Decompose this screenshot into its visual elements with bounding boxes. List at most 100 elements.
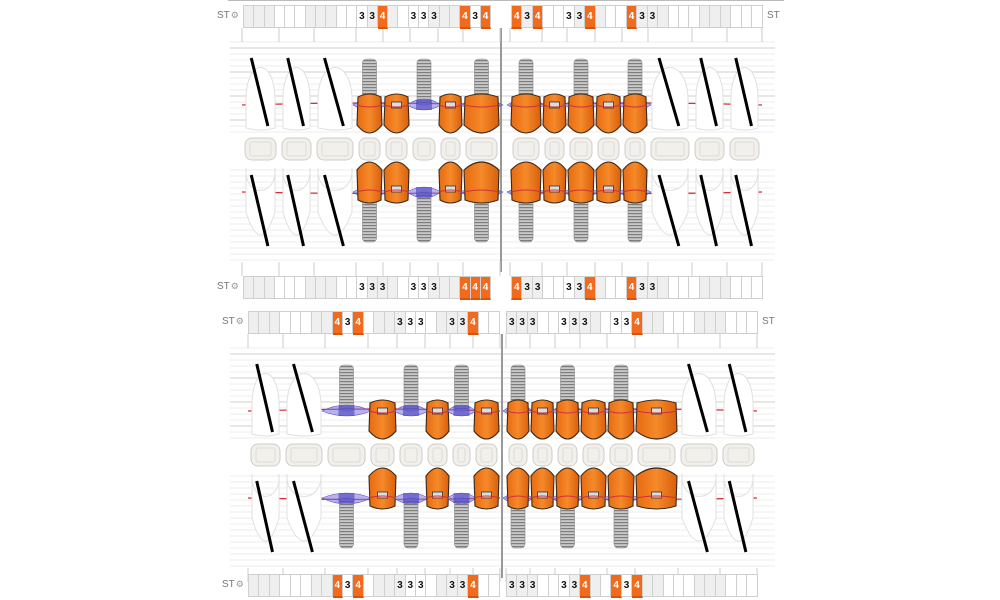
probing-depth-cell[interactable] xyxy=(710,5,721,28)
probing-depth-cell[interactable] xyxy=(747,574,758,597)
probing-depth-cell[interactable]: 3 xyxy=(527,311,539,334)
probing-depth-cell[interactable] xyxy=(449,5,461,28)
probing-depth-cell[interactable]: 4 xyxy=(332,574,343,598)
probing-depth-cell[interactable] xyxy=(311,574,323,597)
probing-depth-cell[interactable] xyxy=(705,574,716,597)
probing-depth-cell[interactable] xyxy=(280,574,291,597)
probing-depth-cell[interactable] xyxy=(590,574,601,597)
probing-depth-cell[interactable]: 3 xyxy=(647,276,659,299)
probing-depth-cell[interactable] xyxy=(436,311,448,334)
gear-icon[interactable]: ⚙ xyxy=(230,281,239,291)
probing-depth-cell[interactable]: 4 xyxy=(332,311,343,335)
probing-depth-cell[interactable] xyxy=(439,5,450,28)
probing-depth-cell[interactable]: 4 xyxy=(532,5,544,29)
probing-depth-cell[interactable] xyxy=(726,311,737,334)
probing-depth-cell[interactable] xyxy=(326,276,337,299)
probing-depth-cell[interactable] xyxy=(679,276,690,299)
probing-depth-cell[interactable] xyxy=(668,276,679,299)
probing-depth-cell[interactable]: 3 xyxy=(522,5,533,28)
probing-depth-cell[interactable] xyxy=(489,574,500,597)
probing-depth-cell[interactable]: 3 xyxy=(621,311,633,334)
probing-depth-cell[interactable] xyxy=(254,5,265,28)
probing-depth-cell[interactable] xyxy=(295,5,306,28)
probing-depth-cell[interactable] xyxy=(543,5,554,28)
probing-depth-cell[interactable] xyxy=(259,574,270,597)
probing-depth-cell[interactable] xyxy=(752,276,763,299)
probing-depth-cell[interactable] xyxy=(346,276,358,299)
probing-depth-cell[interactable] xyxy=(752,5,763,28)
probing-depth-cell[interactable] xyxy=(553,5,565,28)
probing-depth-cell[interactable]: 4 xyxy=(511,276,523,300)
probing-depth-cell[interactable]: 3 xyxy=(416,311,427,334)
probing-depth-cell[interactable]: 3 xyxy=(395,574,406,597)
probing-depth-cell[interactable] xyxy=(674,574,685,597)
probing-depth-cell[interactable]: 3 xyxy=(569,574,581,597)
probing-depth-cell[interactable]: 3 xyxy=(416,574,427,597)
probing-depth-cell[interactable]: 3 xyxy=(506,574,518,597)
probing-depth-cell[interactable]: 3 xyxy=(647,5,659,28)
probing-depth-cell[interactable] xyxy=(548,574,560,597)
probing-depth-cell[interactable] xyxy=(305,5,317,28)
probing-depth-cell[interactable]: 3 xyxy=(517,574,528,597)
probing-depth-cell[interactable]: 3 xyxy=(377,276,389,299)
probing-depth-cell[interactable]: 4 xyxy=(353,311,364,335)
probing-depth-cell[interactable]: 3 xyxy=(621,574,633,597)
probing-depth-cell[interactable]: 3 xyxy=(405,311,416,334)
probing-depth-cell[interactable]: 3 xyxy=(408,276,420,299)
probing-depth-cell[interactable]: 3 xyxy=(408,5,420,28)
probing-depth-cell[interactable]: 4 xyxy=(626,276,638,300)
probing-depth-cell[interactable] xyxy=(426,311,437,334)
probing-depth-cell[interactable]: 4 xyxy=(632,574,643,598)
probing-depth-cell[interactable] xyxy=(336,276,347,299)
probing-depth-cell[interactable]: 3 xyxy=(637,276,648,299)
probing-depth-cell[interactable] xyxy=(538,574,549,597)
probing-depth-cell[interactable]: 3 xyxy=(457,311,469,334)
probing-depth-cell[interactable]: 3 xyxy=(569,311,581,334)
probing-depth-cell[interactable] xyxy=(301,311,312,334)
probing-depth-cell[interactable] xyxy=(653,574,664,597)
probing-depth-cell[interactable] xyxy=(689,5,700,28)
probing-depth-cell[interactable] xyxy=(538,311,549,334)
probing-depth-cell[interactable]: 3 xyxy=(506,311,518,334)
probing-depth-cell[interactable] xyxy=(254,276,265,299)
probing-depth-cell[interactable]: 4 xyxy=(626,5,638,29)
probing-depth-cell[interactable]: 3 xyxy=(527,574,539,597)
probing-depth-cell[interactable]: 4 xyxy=(377,5,389,29)
probing-depth-cell[interactable] xyxy=(436,574,448,597)
probing-depth-cell[interactable] xyxy=(243,276,255,299)
probing-depth-cell[interactable] xyxy=(363,311,375,334)
probing-depth-cell[interactable] xyxy=(311,311,323,334)
probing-depth-cell[interactable] xyxy=(595,5,606,28)
probing-depth-cell[interactable] xyxy=(264,5,275,28)
probing-depth-cell[interactable] xyxy=(694,574,706,597)
probing-depth-cell[interactable]: 4 xyxy=(585,276,596,300)
probing-depth-cell[interactable] xyxy=(269,311,281,334)
probing-depth-cell[interactable]: 4 xyxy=(460,5,471,29)
probing-depth-cell[interactable]: 3 xyxy=(447,574,458,597)
probing-depth-cell[interactable] xyxy=(663,311,674,334)
probing-depth-cell[interactable] xyxy=(269,574,281,597)
probing-depth-cell[interactable] xyxy=(374,311,385,334)
probing-depth-cell[interactable] xyxy=(705,311,716,334)
probing-depth-cell[interactable] xyxy=(553,276,565,299)
probing-depth-cell[interactable] xyxy=(243,5,255,28)
probing-depth-cell[interactable] xyxy=(694,311,706,334)
probing-depth-cell[interactable] xyxy=(642,574,654,597)
probing-depth-cell[interactable]: 3 xyxy=(429,5,440,28)
probing-depth-cell[interactable] xyxy=(605,276,617,299)
probing-depth-cell[interactable] xyxy=(710,276,721,299)
probing-depth-cell[interactable]: 3 xyxy=(559,311,570,334)
probing-depth-cell[interactable] xyxy=(384,574,396,597)
probing-depth-cell[interactable] xyxy=(305,276,317,299)
probing-depth-cell[interactable]: 3 xyxy=(419,276,430,299)
probing-depth-cell[interactable] xyxy=(388,276,399,299)
probing-depth-cell[interactable] xyxy=(731,5,742,28)
probing-depth-cell[interactable] xyxy=(736,311,748,334)
probing-depth-cell[interactable] xyxy=(543,276,554,299)
probing-depth-cell[interactable] xyxy=(290,574,302,597)
probing-depth-cell[interactable] xyxy=(684,574,695,597)
probing-depth-cell[interactable] xyxy=(384,311,396,334)
probing-depth-cell[interactable]: 3 xyxy=(580,311,591,334)
probing-depth-cell[interactable] xyxy=(295,276,306,299)
probing-depth-cell[interactable] xyxy=(449,276,461,299)
